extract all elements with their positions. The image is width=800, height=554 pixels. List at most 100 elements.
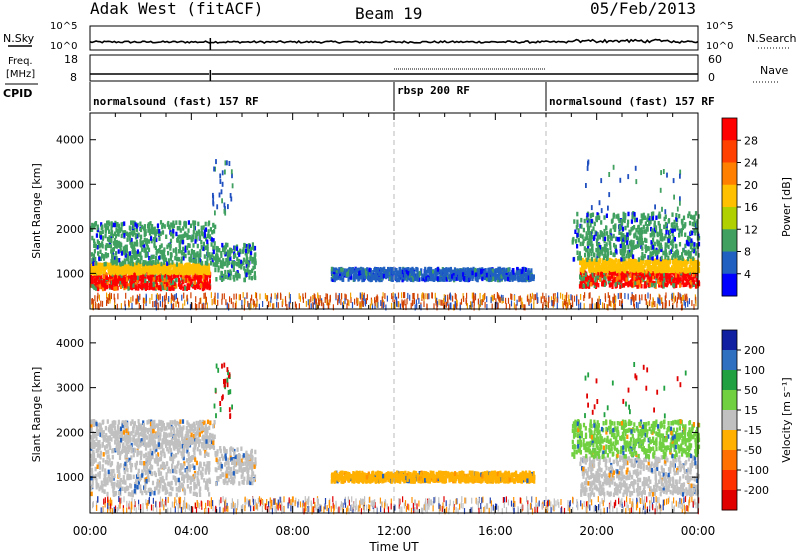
echo-pixel	[669, 249, 672, 254]
echo-pixel	[627, 258, 630, 263]
echo-pixel	[673, 237, 676, 242]
noise-pixel	[544, 299, 546, 306]
echo-pixel	[591, 271, 594, 277]
echo-pixel	[660, 229, 663, 234]
echo-pixel	[178, 226, 181, 231]
echo-pixel	[162, 249, 166, 255]
echo-pixel	[184, 253, 187, 259]
echo-pixel	[161, 264, 164, 270]
noise-pixel	[239, 294, 241, 301]
noise-pixel	[307, 299, 309, 306]
echo-pixel	[203, 229, 206, 234]
echo-pixel	[644, 283, 647, 289]
echo-pixel	[99, 263, 102, 268]
echo-pixel	[113, 286, 116, 291]
echo-pixel	[98, 231, 102, 237]
echo-pixel	[132, 232, 135, 237]
echo-pixel	[175, 231, 178, 237]
echo-pixel	[192, 262, 196, 268]
echo-pixel	[95, 243, 98, 249]
echo-pixel	[248, 275, 251, 280]
nsky-panel	[89, 25, 699, 51]
noise-pixel	[576, 295, 578, 302]
echo-pixel	[229, 275, 232, 281]
echo-pixel	[125, 244, 128, 250]
echo-pixel	[92, 261, 95, 266]
noise-pixel	[210, 292, 212, 299]
noise-pixel	[610, 301, 612, 307]
echo-pixel	[525, 267, 528, 273]
echo-pixel	[459, 277, 462, 282]
noise-pixel	[200, 297, 202, 304]
noise-pixel	[391, 293, 393, 300]
echo-pixel	[159, 264, 162, 270]
echo-pixel	[482, 274, 485, 280]
echo-pixel	[686, 280, 689, 286]
noise-pixel	[97, 292, 99, 299]
echo-pixel	[161, 281, 164, 286]
echo-pixel	[628, 261, 632, 267]
echo-pixel	[513, 272, 516, 278]
echo-pixel	[115, 228, 118, 233]
noise-pixel	[110, 293, 112, 300]
echo-pixel	[253, 245, 257, 251]
echo-pixel	[365, 274, 368, 279]
echo-pixel	[104, 261, 107, 267]
echo-pixel	[107, 262, 110, 268]
echo-pixel	[111, 222, 115, 228]
echo-pixel	[393, 272, 396, 278]
echo-pixel	[135, 266, 138, 271]
echo-pixel	[221, 242, 224, 248]
echo-pixel	[192, 243, 195, 248]
echo-pixel	[204, 245, 207, 251]
echo-pixel	[617, 213, 620, 219]
echo-pixel	[662, 259, 665, 265]
echo-pixel	[346, 268, 349, 273]
noise-pixel	[551, 300, 553, 307]
echo-pixel	[357, 277, 360, 282]
echo-pixel	[386, 270, 389, 276]
echo-pixel	[146, 281, 149, 286]
echo-pixel	[179, 234, 182, 239]
noise-pixel	[202, 303, 204, 310]
echo-pixel	[117, 249, 120, 254]
echo-pixel	[641, 273, 644, 279]
echo-pixel	[120, 222, 123, 227]
noise-pixel	[106, 292, 108, 299]
noise-pixel	[612, 303, 615, 310]
echo-pixel	[666, 259, 669, 264]
noise-pixel	[255, 303, 257, 310]
echo-pixel	[250, 250, 253, 256]
noise-pixel	[680, 297, 682, 304]
echo-pixel	[677, 274, 680, 279]
echo-pixel	[200, 240, 203, 245]
echo-pixel	[152, 277, 155, 282]
echo-pixel	[644, 248, 648, 254]
echo-pixel	[684, 260, 687, 265]
echo-pixel	[335, 272, 338, 278]
echo-pixel	[224, 269, 227, 275]
echo-pixel	[689, 251, 692, 256]
echo-pixel	[175, 284, 178, 289]
echo-pixel	[184, 273, 187, 278]
noise-pixel	[580, 302, 582, 309]
noise-pixel	[280, 292, 282, 299]
echo-pixel	[442, 275, 445, 280]
noise-pixel	[533, 294, 535, 301]
echo-pixel	[208, 283, 211, 289]
echo-pixel	[607, 279, 610, 285]
echo-pixel	[247, 249, 250, 254]
noise-pixel	[505, 297, 507, 304]
noise-pixel	[204, 297, 207, 304]
echo-pixel	[161, 285, 164, 291]
echo-pixel	[648, 272, 651, 277]
echo-pixel	[618, 268, 621, 273]
noise-pixel	[547, 302, 549, 309]
echo-pixel	[202, 225, 205, 230]
echo-pixel	[594, 281, 597, 286]
noise-pixel	[371, 303, 374, 310]
echo-pixel	[675, 265, 678, 271]
echo-pixel	[172, 248, 175, 253]
echo-pixel	[658, 268, 661, 273]
echo-pixel	[580, 224, 583, 229]
